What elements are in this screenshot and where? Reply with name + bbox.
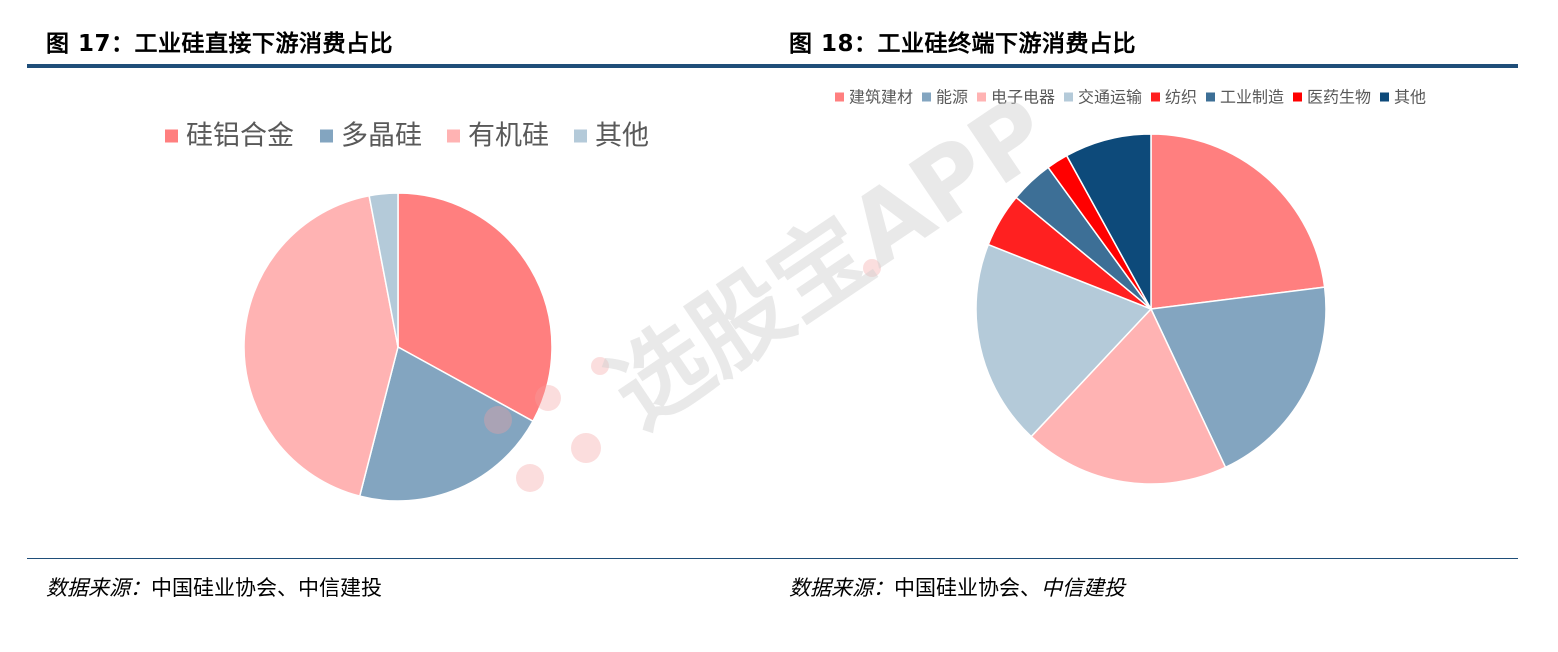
legend-label-3: 有机硅 (468, 121, 549, 152)
figure-17-panel: 图 17：工业硅直接下游消费占比 硅铝合金 多晶硅 有机硅 其他 数据来源：中国硅业协… (0, 0, 775, 652)
legend-label-7: 医药生物 (1307, 88, 1371, 107)
figure-18-source-label: 数据来源： (789, 576, 894, 600)
legend-label-1: 建筑建材 (849, 88, 913, 107)
legend-label-2: 能源 (936, 88, 968, 107)
pie-slice-3 (243, 194, 399, 498)
figure-18-title: 图 18：工业硅终端下游消费占比 (789, 31, 1137, 57)
pie-slice-1 (397, 192, 553, 423)
legend-swatch-4 (574, 129, 587, 143)
legend-label-1: 硅铝合金 (186, 121, 294, 152)
figure-17-top-rule (27, 64, 775, 68)
legend-label-6: 工业制造 (1220, 88, 1284, 107)
legend-swatch-4 (1064, 92, 1073, 102)
figure-17-source-label: 数据来源： (46, 576, 151, 600)
figure-17-pie-chart: 硅铝合金 多晶硅 有机硅 其他 (165, 121, 649, 502)
pie-slice-1 (1150, 133, 1326, 310)
legend-label-4: 交通运输 (1078, 88, 1142, 107)
legend-swatch-1 (835, 92, 844, 102)
legend-swatch-2 (320, 129, 333, 143)
legend-swatch-2 (922, 92, 931, 102)
figure-18-source: 数据来源：中国硅业协会、中信建投 (789, 572, 1125, 602)
legend-swatch-8 (1380, 92, 1389, 102)
figure-18-bottom-rule (775, 558, 1518, 559)
figure-18-pie-chart: 建筑建材 能源 电子电器 交通运输 纺织 工业制造 医药生物 其他 (835, 88, 1426, 485)
legend-swatch-7 (1293, 92, 1302, 102)
pie-slice-3 (1030, 307, 1227, 485)
pie-slice-4 (368, 192, 399, 348)
legend-label-4: 其他 (595, 121, 649, 152)
pie-slice-4 (975, 243, 1153, 438)
legend-label-2: 多晶硅 (341, 121, 422, 152)
legend-label-5: 纺织 (1165, 88, 1197, 107)
figure-17-title: 图 17：工业硅直接下游消费占比 (46, 31, 394, 57)
pie-slice-8 (1065, 133, 1152, 310)
pie-slice-2 (1149, 286, 1327, 469)
legend-label-8: 其他 (1394, 88, 1426, 107)
legend-swatch-5 (1151, 92, 1160, 102)
legend-swatch-6 (1206, 92, 1215, 102)
figure-17-source-text: 中国硅业协会、中信建投 (151, 576, 382, 600)
legend-swatch-3 (447, 129, 460, 143)
pie-slice-2 (358, 345, 534, 502)
figure-18-top-rule (775, 64, 1518, 68)
figure-17-bottom-rule (27, 558, 775, 559)
figure-18-source-text: 中国硅业协会、 (894, 576, 1041, 600)
legend-swatch-1 (165, 129, 178, 143)
legend-swatch-3 (977, 92, 986, 102)
legend-label-3: 电子电器 (991, 88, 1055, 107)
figure-18-panel: 图 18：工业硅终端下游消费占比 建筑建材 能源 电子电器 交通运输 纺织 工业制造 医药生… (775, 0, 1558, 652)
figure-17-source: 数据来源：中国硅业协会、中信建投 (46, 572, 382, 602)
figure-18-source-italic: 中信建投 (1041, 576, 1125, 600)
